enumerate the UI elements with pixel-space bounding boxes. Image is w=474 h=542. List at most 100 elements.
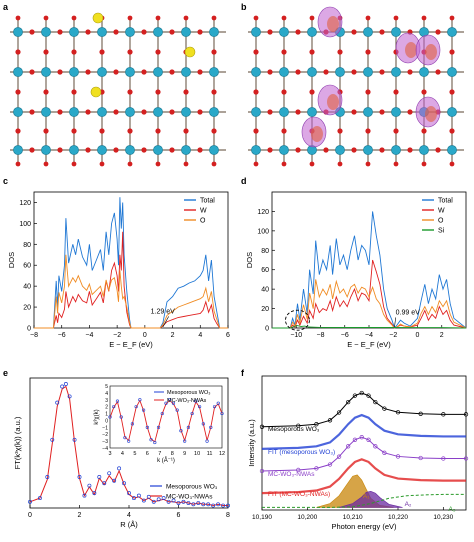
inset-series-point (183, 439, 187, 443)
inset-series-point (205, 439, 209, 443)
oxygen-atom (155, 49, 161, 55)
series-point (97, 475, 102, 479)
tungsten-atom (153, 145, 163, 155)
series-point (67, 394, 72, 399)
tungsten-atom (13, 67, 23, 77)
oxygen-atom (365, 89, 371, 95)
tungsten-atom (153, 27, 163, 37)
oxygen-atom (15, 49, 21, 55)
series-point (156, 497, 161, 502)
inset-y-tick-label: 3 (105, 398, 108, 404)
spectrum-point (418, 455, 423, 461)
series-line (272, 211, 467, 329)
oxygen-atom (155, 89, 161, 95)
inset-series-point (198, 405, 202, 409)
spectrum-point (441, 456, 446, 461)
series-point (55, 400, 60, 405)
tungsten-atom (41, 107, 51, 117)
panel-c-letter: c (3, 176, 9, 186)
tungsten-atom (153, 107, 163, 117)
oxygen-atom (43, 161, 49, 167)
spectrum-point (373, 399, 378, 405)
tungsten-atom (41, 67, 51, 77)
oxygen-atom (197, 69, 203, 75)
y-axis-label: DOS (245, 252, 254, 268)
oxygen-atom (29, 109, 35, 115)
oxygen-atom (351, 147, 357, 153)
tungsten-atom (41, 145, 51, 155)
x-tick-label: −2 (113, 332, 121, 339)
tungsten-atom (13, 145, 23, 155)
band-gap-label: 1.29 eV (151, 308, 175, 315)
y-tick-label: 80 (23, 242, 31, 249)
spectrum-label: A₁ (363, 493, 370, 500)
spectrum-point (336, 454, 342, 459)
spectrum-point (352, 437, 358, 442)
oxygen-atom (365, 128, 371, 134)
tungsten-atom (125, 107, 135, 117)
y-axis-label: FT(k³χ(k)) (a.u.) (13, 416, 22, 469)
inset-series-point (168, 398, 172, 402)
spectrum-label: A₃ (449, 506, 456, 513)
series-point (117, 466, 122, 471)
oxygen-atom (71, 161, 77, 167)
x-tick-label: −8 (317, 332, 325, 339)
inset-series-point (220, 411, 224, 416)
tungsten-atom (153, 67, 163, 77)
oxygen-atom (295, 147, 301, 153)
oxygen-atom (337, 161, 343, 167)
inset-series-point (145, 425, 149, 429)
series-point (146, 494, 151, 499)
band-gap-arrow (394, 317, 397, 328)
oxygen-atom (295, 69, 301, 75)
tungsten-atom (335, 145, 345, 155)
oxygen-atom (197, 109, 203, 115)
x-tick-label: −4 (365, 332, 373, 339)
oxygen-atom (155, 15, 161, 21)
inset-series-point (216, 401, 220, 405)
oxygen-atom (155, 128, 161, 134)
y-tick-label: 60 (261, 267, 269, 274)
series-line (34, 197, 228, 329)
fit-line (261, 413, 466, 450)
y-tick-label: 40 (23, 284, 31, 291)
silicon-atom (184, 46, 196, 58)
spectrum-label: FIT (MC-WO₃-NWAs) (268, 491, 330, 498)
inset-series-point (190, 411, 194, 416)
oxygen-atom (71, 49, 77, 55)
oxygen-atom (113, 109, 119, 115)
x-tick-label: −6 (58, 332, 66, 339)
oxygen-atom (253, 89, 259, 95)
spectrum-point (441, 412, 446, 417)
spectrum-point (395, 454, 401, 459)
inset-x-tick-label: 5 (133, 451, 136, 457)
oxygen-atom (407, 69, 413, 75)
tungsten-atom (251, 145, 261, 155)
oxygen-atom (99, 128, 105, 134)
tungsten-atom (363, 27, 373, 37)
oxygen-atom (71, 128, 77, 134)
x-tick-label: 2 (78, 512, 82, 519)
charge-density-isosurface (425, 44, 437, 60)
panel-b-letter: b (241, 2, 247, 12)
spectrum-line (261, 436, 466, 472)
band-gap-label: 0.99 eV (396, 309, 420, 316)
tungsten-atom (307, 67, 317, 77)
tungsten-atom (69, 107, 79, 117)
spectrum-point (336, 410, 342, 415)
panel-a: a (0, 0, 236, 172)
oxygen-atom (379, 69, 385, 75)
x-tick-label: 4 (127, 512, 131, 519)
oxygen-atom (113, 147, 119, 153)
oxygen-atom (323, 69, 329, 75)
tungsten-atom (209, 145, 219, 155)
oxygen-atom (267, 29, 273, 35)
series-point (141, 498, 146, 503)
series-point (171, 498, 176, 503)
series-point (161, 496, 166, 501)
tungsten-atom (307, 107, 317, 117)
spectrum-line (261, 392, 466, 428)
inset-series-point (171, 401, 176, 405)
x-tick-label: −6 (341, 332, 349, 339)
y-tick-label: 0 (265, 326, 269, 333)
